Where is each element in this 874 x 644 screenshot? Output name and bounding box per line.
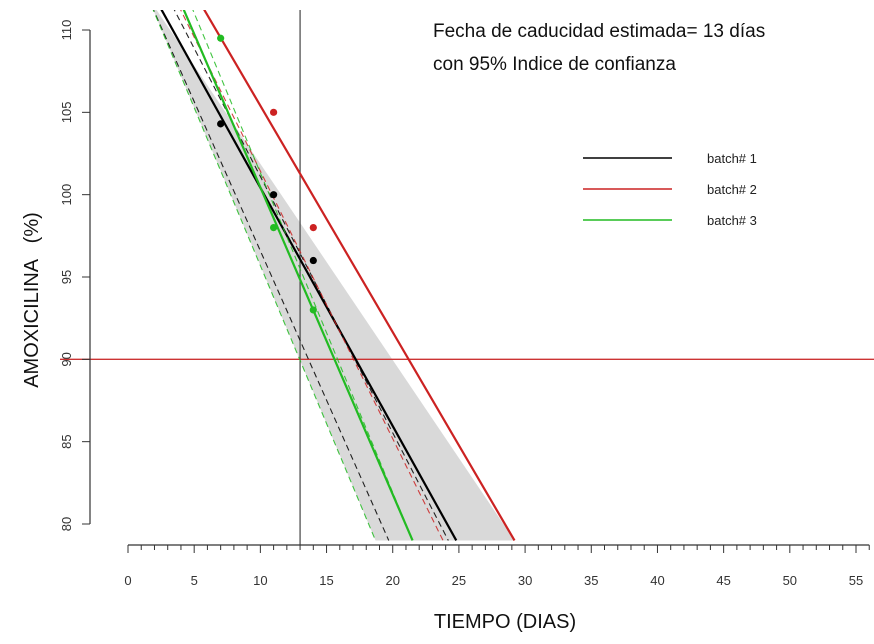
- x-tick-label: 5: [191, 573, 198, 588]
- batch-3-ci-upper-line: [192, 10, 414, 541]
- batch-3-point: [309, 306, 317, 314]
- y-tick-label: 110: [59, 20, 74, 41]
- x-tick-label: 40: [650, 573, 664, 588]
- x-tick-label: 45: [716, 573, 730, 588]
- x-axis-title: TIEMPO (DIAS): [434, 611, 576, 633]
- batch-2-ci-lower-line: [180, 10, 444, 541]
- y-axis-title: AMOXICILINA (%): [21, 212, 43, 388]
- series-layer: [152, 10, 516, 542]
- batch-1-point: [270, 191, 278, 199]
- x-tick-label: 10: [253, 573, 267, 588]
- y-tick-label: 105: [59, 101, 74, 123]
- legend: batch# 1 batch# 2 batch# 3: [583, 151, 757, 228]
- batch-1-ci-lower-line: [152, 10, 390, 541]
- x-tick-label: 35: [584, 573, 598, 588]
- batch-2-point: [270, 108, 278, 116]
- batch-1-fit-line: [160, 10, 458, 542]
- x-tick-label: 20: [385, 573, 399, 588]
- batch-3-point: [217, 34, 225, 42]
- reference-lines-layer: [60, 10, 874, 545]
- batch-3-point: [270, 224, 278, 232]
- confidence-band-layer: [153, 10, 515, 541]
- x-tick-label: 0: [124, 573, 131, 588]
- batch-1-point: [309, 256, 317, 265]
- annotation-line-1: Fecha de caducidad estimada= 13 días: [433, 21, 765, 42]
- batch-3-ci-lower-line: [152, 10, 377, 541]
- batch-1-point: [217, 120, 225, 128]
- y-tick-label: 100: [59, 184, 74, 206]
- batch-3-fit-line: [182, 10, 414, 541]
- legend-label-batch-1: batch# 1: [707, 151, 757, 166]
- y-tick-label: 90: [59, 352, 74, 366]
- legend-label-batch-2: batch# 2: [707, 182, 757, 197]
- axes-layer: 0 5 10 15 20 25 30 35 40 45 50 55 80 85 90 95 100 105 110: [59, 20, 870, 588]
- y-tick-label: 85: [59, 434, 74, 448]
- x-tick-label: 50: [783, 573, 797, 588]
- confidence-band: [153, 10, 515, 541]
- x-tick-label: 15: [319, 573, 333, 588]
- x-tick-label: 25: [452, 573, 466, 588]
- legend-label-batch-3: batch# 3: [707, 213, 757, 228]
- batch-2-point: [309, 224, 317, 232]
- batch-2-fit-line: [203, 10, 516, 542]
- y-tick-label: 80: [59, 517, 74, 531]
- batch-1-ci-upper-line: [173, 10, 449, 541]
- annotation-line-2: con 95% Indice de confianza: [433, 54, 676, 75]
- y-tick-label: 95: [59, 270, 74, 284]
- x-tick-label: 30: [518, 573, 532, 588]
- x-tick-label: 55: [849, 573, 863, 588]
